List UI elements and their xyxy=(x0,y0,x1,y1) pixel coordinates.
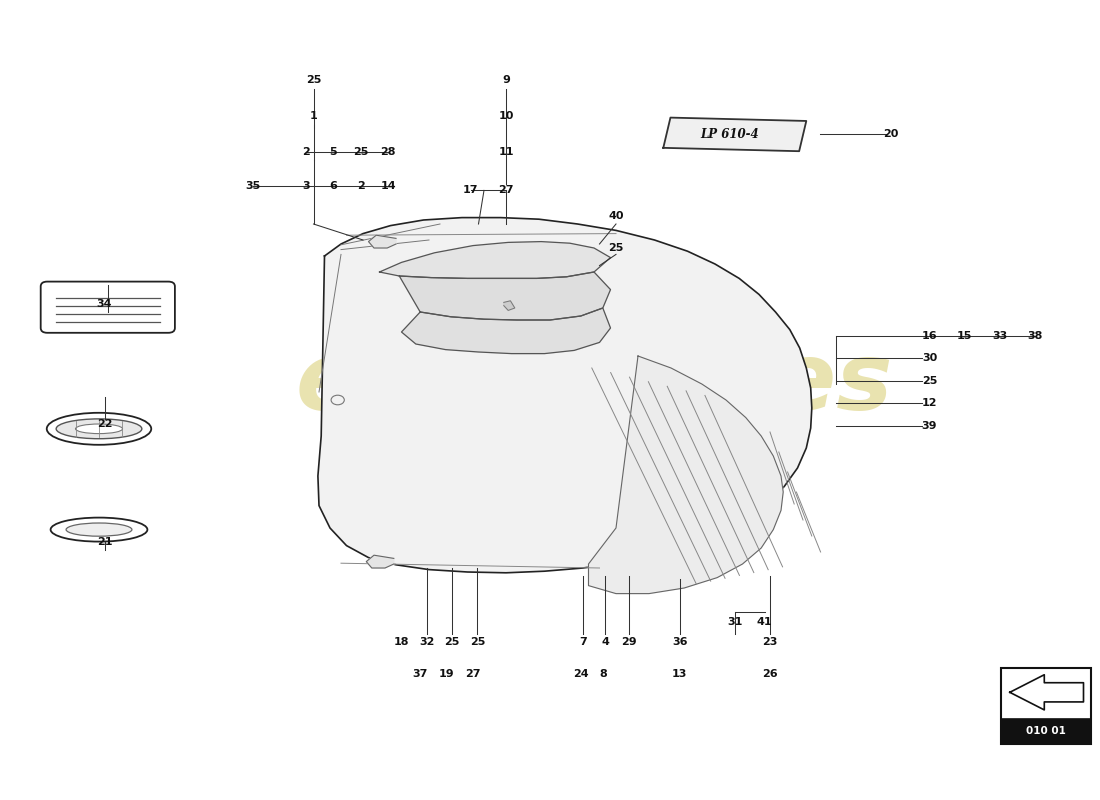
Polygon shape xyxy=(318,218,812,573)
Text: 25: 25 xyxy=(922,376,937,386)
Text: 25: 25 xyxy=(608,243,624,253)
Text: 28: 28 xyxy=(381,147,396,157)
Text: 30: 30 xyxy=(922,354,937,363)
Text: 18: 18 xyxy=(394,637,409,646)
Polygon shape xyxy=(402,308,610,354)
Text: 24: 24 xyxy=(573,669,588,678)
Text: 25: 25 xyxy=(444,637,460,646)
Ellipse shape xyxy=(46,413,152,445)
Text: 11: 11 xyxy=(498,147,514,157)
Text: 12: 12 xyxy=(922,398,937,408)
Text: 13: 13 xyxy=(672,669,688,678)
Text: 26: 26 xyxy=(762,669,778,678)
Polygon shape xyxy=(366,555,394,568)
Text: 5: 5 xyxy=(330,147,337,157)
Ellipse shape xyxy=(56,419,142,438)
Bar xyxy=(1001,719,1091,744)
Polygon shape xyxy=(1010,674,1084,710)
Text: 20: 20 xyxy=(883,130,899,139)
Text: 010 01: 010 01 xyxy=(1026,726,1066,737)
Polygon shape xyxy=(399,272,611,320)
Text: 29: 29 xyxy=(621,637,637,646)
Text: 25: 25 xyxy=(306,75,321,85)
Text: 36: 36 xyxy=(672,637,688,646)
Text: 4: 4 xyxy=(601,637,609,646)
Text: a passion for parts since 1985: a passion for parts since 1985 xyxy=(362,490,782,518)
Text: 37: 37 xyxy=(412,669,428,678)
Text: 6: 6 xyxy=(329,181,338,190)
Text: 32: 32 xyxy=(419,637,435,646)
FancyBboxPatch shape xyxy=(1001,668,1091,744)
Text: 3: 3 xyxy=(302,181,309,190)
Text: 38: 38 xyxy=(1027,331,1043,341)
FancyBboxPatch shape xyxy=(41,282,175,333)
Polygon shape xyxy=(368,235,396,248)
Text: 10: 10 xyxy=(498,111,514,121)
Text: 39: 39 xyxy=(922,421,937,430)
Text: 2: 2 xyxy=(356,181,365,190)
Circle shape xyxy=(331,395,344,405)
Text: 9: 9 xyxy=(502,75,510,85)
Text: 34: 34 xyxy=(97,299,112,309)
Text: 40: 40 xyxy=(608,211,624,221)
Text: 22: 22 xyxy=(97,419,112,429)
Polygon shape xyxy=(379,242,610,278)
Text: eurospares: eurospares xyxy=(295,338,893,430)
Text: 27: 27 xyxy=(498,186,514,195)
Text: LP 610-4: LP 610-4 xyxy=(700,128,759,141)
Text: 17: 17 xyxy=(463,186,478,195)
Text: 2: 2 xyxy=(301,147,310,157)
Ellipse shape xyxy=(66,523,132,536)
Polygon shape xyxy=(663,118,806,151)
Text: 25: 25 xyxy=(470,637,485,646)
Text: 15: 15 xyxy=(957,331,972,341)
Text: 27: 27 xyxy=(465,669,481,678)
Text: 8: 8 xyxy=(598,669,607,678)
Text: 1: 1 xyxy=(309,111,318,121)
Text: 35: 35 xyxy=(245,181,261,190)
Text: 25: 25 xyxy=(353,147,369,157)
Text: 31: 31 xyxy=(727,618,742,627)
Text: 19: 19 xyxy=(439,669,454,678)
Text: 14: 14 xyxy=(381,181,396,190)
Text: 7: 7 xyxy=(579,637,587,646)
Text: 23: 23 xyxy=(762,637,778,646)
Text: 21: 21 xyxy=(97,538,112,547)
Text: 16: 16 xyxy=(922,331,937,341)
Ellipse shape xyxy=(76,424,122,434)
Polygon shape xyxy=(504,301,515,310)
Text: 33: 33 xyxy=(992,331,1008,341)
Text: 41: 41 xyxy=(757,618,772,627)
Polygon shape xyxy=(588,356,783,594)
Ellipse shape xyxy=(51,518,147,542)
